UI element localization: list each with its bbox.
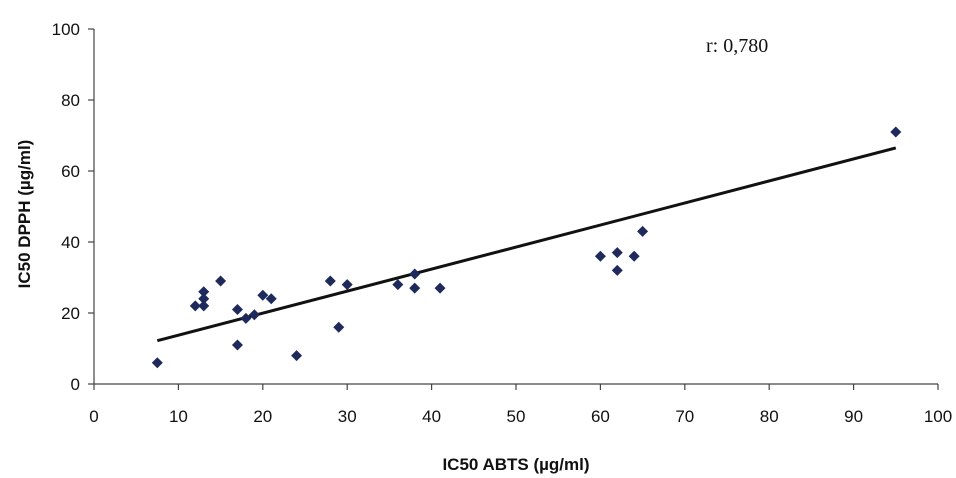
data-point (215, 275, 227, 287)
x-axis-title: IC50 ABTS (µg/ml) (442, 455, 589, 474)
data-point (231, 303, 243, 315)
data-point (409, 282, 421, 294)
data-point (409, 268, 421, 280)
data-point (198, 286, 210, 298)
data-point (594, 250, 606, 262)
x-tick-label: 100 (924, 407, 952, 426)
data-point (257, 289, 269, 301)
x-tick-label: 20 (253, 407, 272, 426)
data-point (189, 300, 201, 312)
y-tick-label: 20 (61, 304, 80, 323)
x-tick-label: 50 (507, 407, 526, 426)
data-point (265, 293, 277, 305)
tick-labels: 0 10 20 30 40 50 60 70 80 90 100 0 20 40 60 80 100 (52, 20, 953, 426)
data-point (231, 339, 243, 351)
data-point (198, 293, 210, 305)
y-tick-label: 80 (61, 91, 80, 110)
x-tick-label: 80 (760, 407, 779, 426)
data-point (333, 321, 345, 333)
trendline (156, 146, 897, 343)
data-point (890, 126, 902, 138)
x-tick-label: 60 (591, 407, 610, 426)
data-point (240, 312, 252, 324)
y-axis-title: IC50 DPPH (µg/ml) (15, 140, 34, 289)
x-tick-label: 90 (844, 407, 863, 426)
data-point (628, 250, 640, 262)
x-tick-label: 10 (169, 407, 188, 426)
data-point (611, 264, 623, 276)
y-tick-label: 100 (52, 20, 80, 39)
y-tick-label: 40 (61, 233, 80, 252)
y-tick-label: 0 (71, 375, 80, 394)
x-tick-label: 40 (422, 407, 441, 426)
data-point (392, 279, 404, 291)
data-point (291, 350, 303, 362)
data-points (151, 126, 902, 369)
data-point (151, 357, 163, 369)
correlation-annotation: r: 0,780 (706, 35, 768, 57)
x-tick-label: 70 (675, 407, 694, 426)
y-tick-label: 60 (61, 162, 80, 181)
trendline-group (156, 146, 897, 343)
data-point (637, 225, 649, 237)
x-tick-label: 0 (89, 407, 98, 426)
axes (88, 28, 939, 390)
data-point (248, 309, 260, 321)
data-point (611, 247, 623, 259)
data-point (434, 282, 446, 294)
data-point (324, 275, 336, 287)
data-point (198, 300, 210, 312)
data-point (341, 279, 353, 291)
x-tick-label: 30 (338, 407, 357, 426)
